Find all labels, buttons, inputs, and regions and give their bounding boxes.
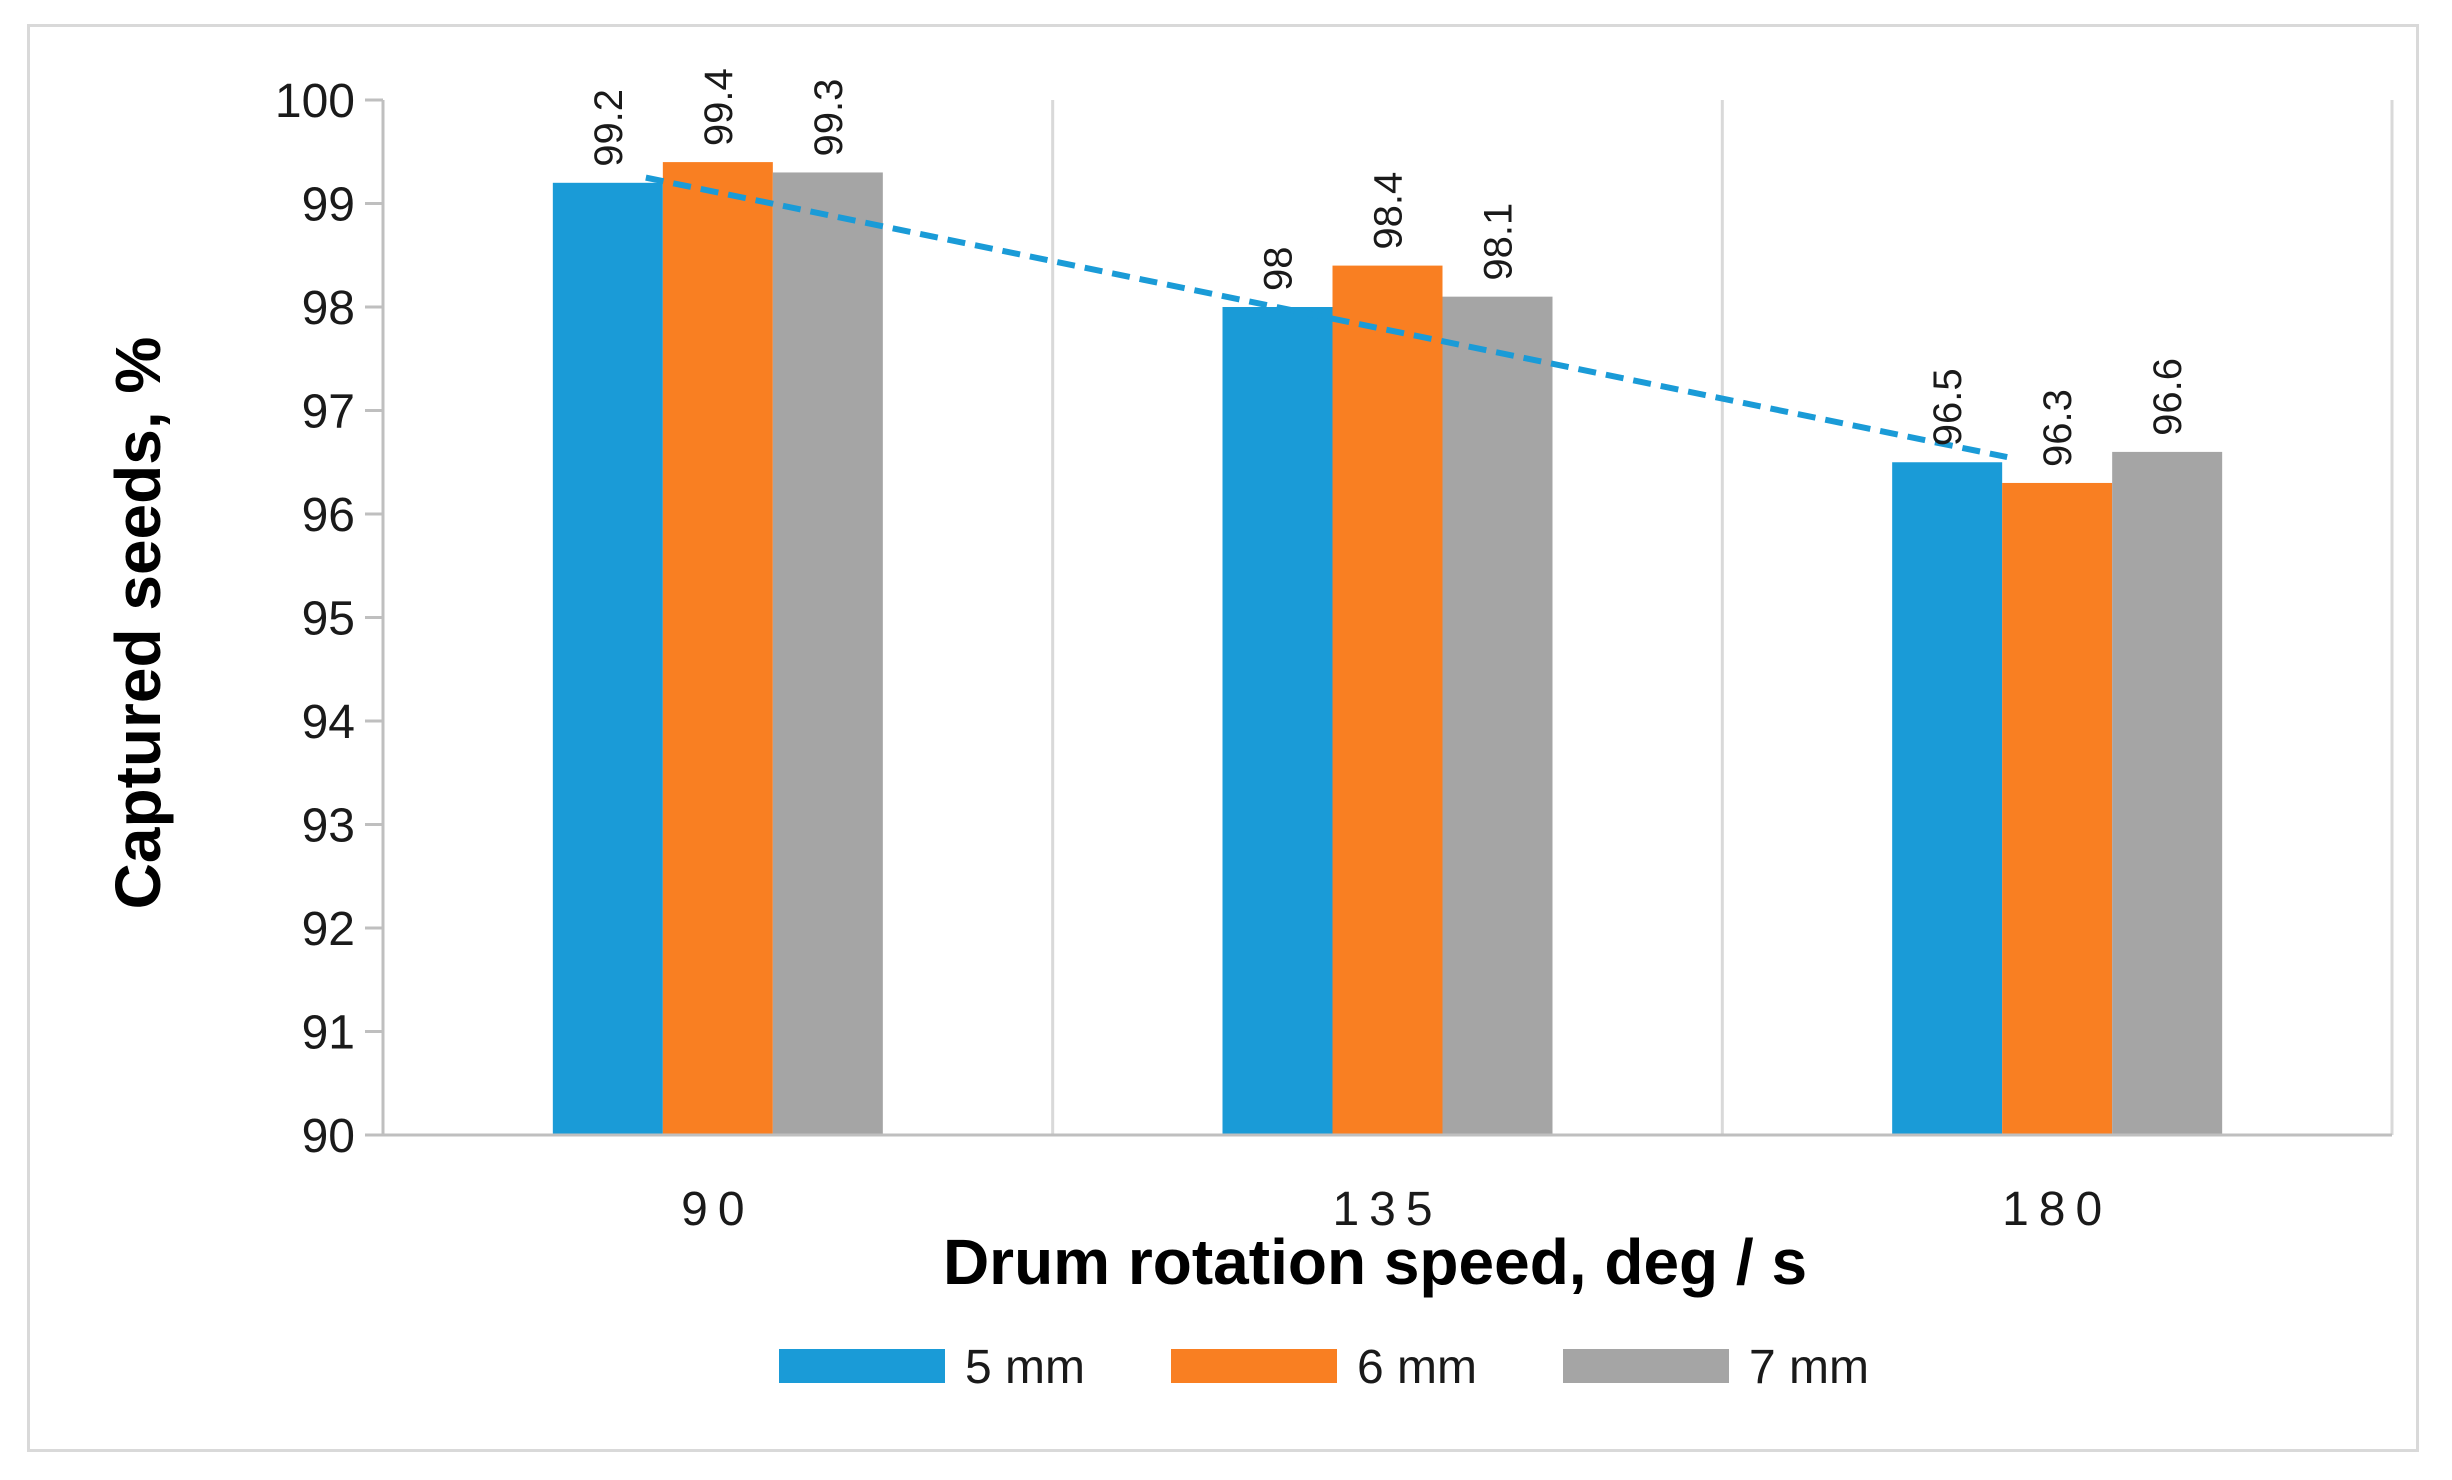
data-label: 96.5 <box>1926 368 1970 446</box>
bar-7mm-135 <box>1442 296 1553 1135</box>
bar-5mm-180 <box>1892 462 2003 1135</box>
y-tick-label: 98 <box>302 282 355 335</box>
data-labels-layer: 99.2 98 96.5 99.4 98.4 96.3 99.3 98.1 96.6 <box>587 68 2190 467</box>
chart-frame: 99.2 98 96.5 99.4 98.4 96.3 99.3 98.1 96.6 90 91 9… <box>27 24 2419 1452</box>
bar-6mm-180 <box>2002 482 2113 1135</box>
data-label: 98.4 <box>1367 172 1411 250</box>
y-tick-label: 91 <box>302 1007 355 1060</box>
y-axis-title: Captured seeds, % <box>102 337 174 910</box>
legend-label: 6 mm <box>1357 1341 1477 1394</box>
y-tick-label: 94 <box>302 696 355 749</box>
legend-swatch <box>779 1349 945 1383</box>
legend-item: 5 mm <box>779 1341 1085 1394</box>
bar-6mm-90 <box>662 162 773 1136</box>
y-tick-label: 97 <box>302 386 355 439</box>
axis-layer: 90 91 92 93 94 95 96 97 98 99 100 90 135 180 <box>275 75 2392 1236</box>
data-label: 99.3 <box>807 79 851 157</box>
legend-swatch <box>1171 1349 1337 1383</box>
legend: 5 mm 6 mm 7 mm <box>779 1341 1869 1394</box>
trendline-layer <box>645 174 2008 461</box>
bar-7mm-90 <box>772 172 883 1135</box>
y-tick-label: 99 <box>302 179 355 232</box>
bar-7mm-180 <box>2112 451 2223 1135</box>
legend-label: 5 mm <box>965 1341 1085 1394</box>
x-tick-label: 90 <box>681 1183 754 1236</box>
grid-layer <box>1051 100 2394 1135</box>
data-label: 99.2 <box>587 89 631 167</box>
data-label: 96.3 <box>2036 389 2080 467</box>
data-label: 96.6 <box>2146 358 2190 436</box>
x-tick-label: 135 <box>1332 1183 1442 1236</box>
bar-5mm-90 <box>552 182 663 1136</box>
legend-item: 6 mm <box>1171 1341 1477 1394</box>
bar-6mm-135 <box>1332 265 1443 1136</box>
y-tick-label: 95 <box>302 593 355 646</box>
data-label: 98.1 <box>1477 203 1521 281</box>
x-axis-title: Drum rotation speed, deg / s <box>943 1226 1807 1298</box>
y-tick-label: 96 <box>302 489 355 542</box>
bars-layer <box>552 162 2223 1136</box>
data-label: 98 <box>1257 247 1301 292</box>
y-tick-label: 100 <box>275 75 355 128</box>
y-tick-label: 93 <box>302 800 355 853</box>
trendline <box>645 174 2008 461</box>
data-label: 99.4 <box>697 68 741 146</box>
legend-swatch <box>1563 1349 1729 1383</box>
y-tick-label: 92 <box>302 903 355 956</box>
y-tick-label: 90 <box>302 1110 355 1163</box>
bar-5mm-135 <box>1222 307 1333 1135</box>
legend-item: 7 mm <box>1563 1341 1869 1394</box>
x-tick-label: 180 <box>2002 1183 2112 1236</box>
legend-label: 7 mm <box>1749 1341 1869 1394</box>
